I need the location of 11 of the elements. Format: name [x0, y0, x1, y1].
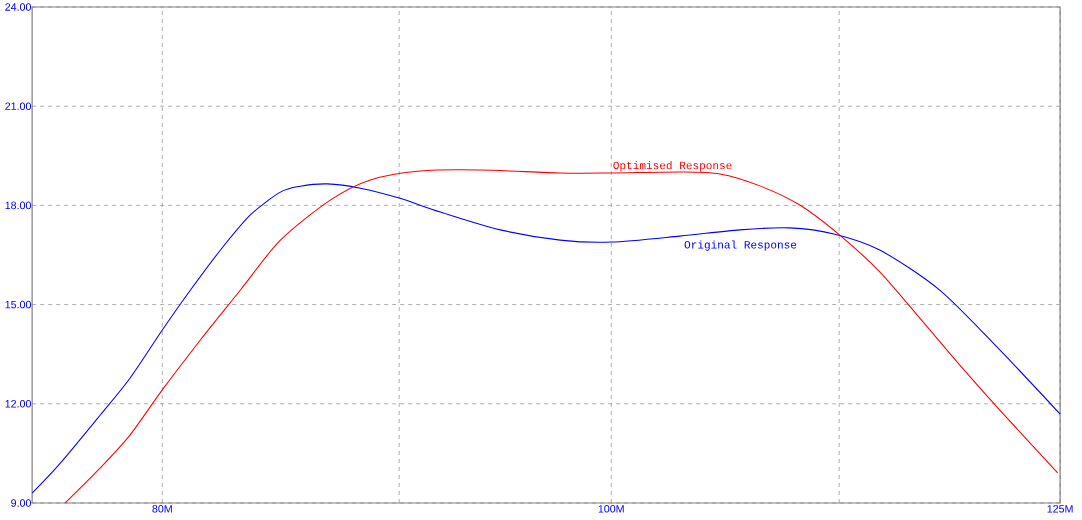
y-tick-label: 24.00	[5, 3, 31, 11]
x-tick-label: 80M	[152, 505, 172, 513]
x-tick-label: 100M	[598, 505, 624, 513]
y-tick-label: 21.00	[5, 102, 31, 110]
y-tick-label: 18.00	[5, 201, 31, 210]
series-label: Original Response	[684, 240, 797, 251]
y-tick-label: 9.00	[11, 499, 31, 507]
y-tick-label: 15.00	[5, 300, 31, 309]
series-label: Optimised Response	[613, 161, 732, 172]
y-tick-label: 12.00	[5, 400, 31, 408]
x-tick-label: 125M	[1047, 505, 1073, 513]
